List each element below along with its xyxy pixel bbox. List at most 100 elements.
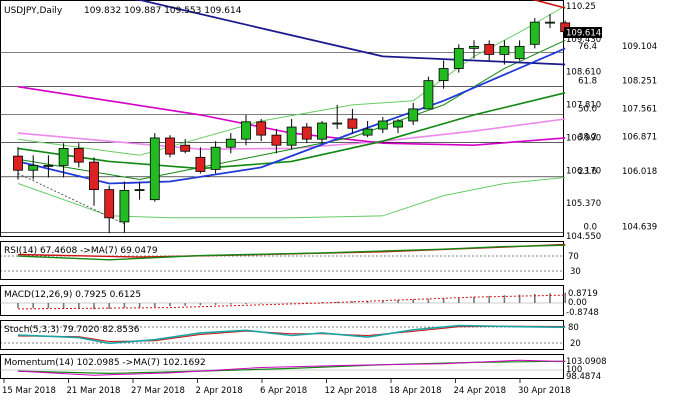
rsi-axis-30: 30 — [570, 267, 581, 277]
macd-signal-line — [17, 294, 566, 310]
rsi-line — [17, 244, 566, 261]
date-label: 6 Apr 2018 — [260, 386, 307, 396]
date-label: 15 Mar 2018 — [2, 386, 56, 396]
price-axis-label: 105.370 — [566, 199, 601, 209]
candle-body — [73, 148, 84, 163]
date-label: 27 Mar 2018 — [131, 386, 185, 396]
date-label: 21 Mar 2018 — [67, 386, 121, 396]
candles — [13, 14, 571, 234]
fib-pct-label: 23.6 — [578, 167, 597, 177]
momentum-axis-top: 103.0908 — [566, 357, 607, 367]
fib-price-label: 108.251 — [622, 77, 657, 87]
fib-pct-label: 76.4 — [578, 42, 597, 52]
stoch-k-line — [17, 324, 566, 345]
momentum-axis-mid: 100 — [566, 365, 582, 375]
stoch-axis-20: 20 — [570, 339, 581, 349]
main-panel-frame — [0, 0, 564, 237]
momentum-line — [17, 359, 566, 376]
candle-body — [362, 128, 373, 136]
price-axis-label: 106.170 — [566, 166, 601, 176]
candle-body — [499, 45, 510, 55]
stoch-axis-80: 80 — [568, 323, 579, 333]
fib-pct-label: 61.8 — [578, 77, 597, 87]
bb-upper-line — [17, 5, 566, 156]
candle-body — [119, 190, 130, 223]
candle-body — [453, 47, 464, 69]
candle-body — [408, 108, 419, 122]
candle-body — [241, 121, 251, 140]
rsi-axis-70: 70 — [568, 252, 579, 262]
macd-label: MACD(12,26,9) 0.7925 0.6125 — [4, 290, 141, 300]
ma-navy-line — [133, 0, 566, 66]
fib-price-label: 104.639 — [622, 222, 657, 232]
date-label: 18 Apr 2018 — [389, 386, 442, 396]
candle-body — [104, 189, 115, 219]
momentum-panel-frame — [0, 354, 564, 379]
candle-body — [286, 126, 297, 146]
candle-body — [545, 21, 555, 24]
stoch-panel-frame — [0, 320, 564, 350]
macd-axis-bottom: -0.8748 — [566, 308, 599, 318]
fib-pct-label: 50.0 — [578, 105, 597, 115]
macd-axis-zero: 0.00 — [568, 298, 587, 308]
macd-bars — [0, 292, 567, 310]
price-axis-label: 110.25 — [566, 2, 596, 12]
candle-body — [210, 146, 221, 170]
rsi-lines — [0, 243, 566, 272]
current-price-box — [564, 27, 602, 38]
momentum-axis-bottom: 98.4874 — [566, 372, 601, 382]
date-label: 24 Apr 2018 — [454, 386, 507, 396]
candle-body — [469, 45, 479, 49]
candle-body — [423, 80, 434, 110]
candle-body — [438, 68, 449, 82]
indicator-lines — [17, 0, 566, 225]
fib-labels: 76.4 109.104 61.8 108.251 50.0 107.561 38.2 106… — [578, 42, 657, 232]
price-axis-label: 106.990 — [566, 133, 601, 143]
candle-body — [58, 148, 69, 166]
momentum-lines — [0, 359, 566, 376]
candle-body — [195, 156, 206, 172]
fib-price-label: 109.104 — [622, 42, 657, 52]
stoch-lines — [0, 324, 566, 345]
candle-body — [149, 137, 160, 201]
ma-green-line — [17, 92, 566, 170]
price-axis: 110.25 109.430 108.610 107.810 106.990 106.17… — [566, 2, 601, 242]
macd-axis-top: 0.8719 — [568, 289, 598, 299]
fib-price-label: 106.871 — [622, 132, 657, 142]
candle-body — [89, 161, 99, 190]
candle-body — [180, 144, 191, 152]
date-label: 30 Apr 2018 — [518, 386, 571, 396]
candle-body — [256, 121, 267, 136]
candle-body — [28, 164, 39, 171]
momentum-label: Momentum(14) 102.0985 ->MA(7) 102.1692 — [4, 358, 206, 368]
candle-body — [347, 118, 358, 129]
candle-body — [332, 122, 343, 125]
rsi-label: RSI(14) 67.4608 ->MA(7) 69.0479 — [4, 246, 158, 256]
candle-body — [13, 155, 23, 171]
date-axis: 15 Mar 2018 21 Mar 2018 27 Mar 2018 2 Apr 2… — [2, 379, 571, 396]
stoch-label: Stoch(5,3,3) 79.7020 82.8536 — [4, 325, 140, 335]
candle-body — [301, 126, 312, 140]
price-axis-label: 108.610 — [566, 68, 601, 78]
stoch-d-line — [17, 325, 566, 343]
candle-body — [43, 164, 54, 167]
rsi-panel-frame — [0, 241, 564, 280]
price-axis-label: 107.810 — [566, 101, 601, 111]
ma-blue-line — [17, 47, 566, 185]
chart-ohlc: 109.832 109.887 109.553 109.614 — [84, 6, 242, 16]
chart-symbol: USDJPY,Daily — [4, 6, 63, 16]
date-label: 2 Apr 2018 — [196, 386, 243, 396]
price-axis-label: 109.430 — [566, 35, 601, 45]
candle-body — [317, 122, 327, 140]
candle-body — [484, 43, 495, 55]
price-axis-label: 104.550 — [566, 232, 601, 242]
candle-body — [377, 120, 388, 130]
fib-pct-label: 38.2 — [578, 132, 597, 142]
date-label: 12 Apr 2018 — [325, 386, 378, 396]
candle-body — [165, 137, 175, 155]
candle-body — [529, 21, 540, 45]
candle-body — [271, 134, 282, 146]
candle-body — [393, 120, 403, 128]
current-price-label: 109.614 — [566, 29, 601, 39]
